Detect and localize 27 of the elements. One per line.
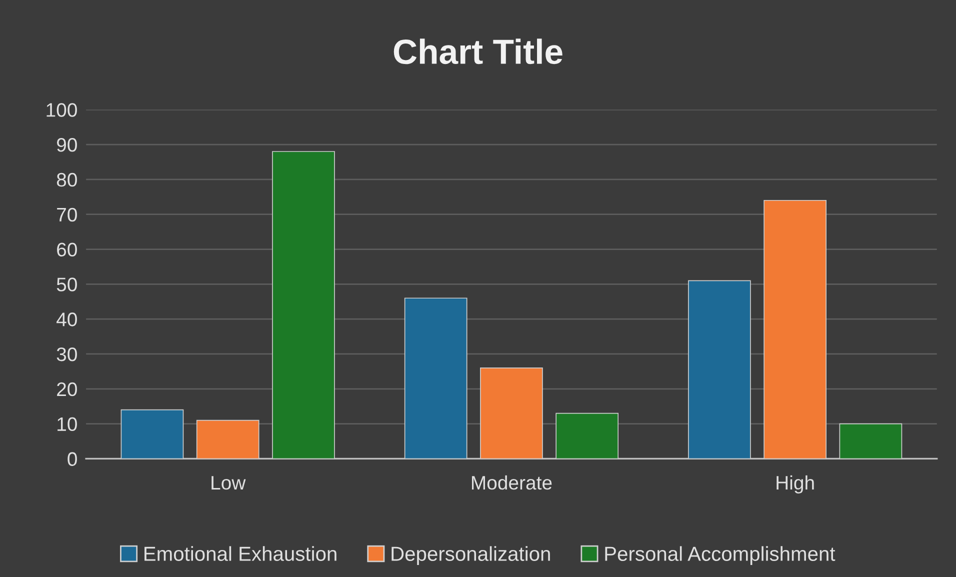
legend-label: Depersonalization: [392, 546, 550, 565]
y-tick-label: 30: [56, 347, 77, 362]
y-tick-label: 80: [56, 172, 77, 187]
y-tick-label: 50: [56, 278, 77, 292]
bar: [556, 412, 619, 459]
bar: [764, 200, 826, 459]
y-tick-label: 10: [58, 417, 77, 432]
bar: [480, 368, 543, 459]
x-tick-label: High: [776, 475, 814, 494]
y-tick-label: 60: [57, 242, 77, 256]
bar: [404, 298, 468, 459]
y-tick-label: 40: [56, 312, 77, 326]
x-tick-label: Moderate: [472, 475, 552, 490]
bar: [839, 423, 902, 459]
bar: [120, 409, 184, 459]
y-tick-label: 70: [57, 208, 77, 222]
bar: [688, 280, 751, 459]
legend-label: Emotional Exhaustion: [144, 546, 336, 561]
y-tick-label: 0: [68, 452, 77, 466]
chart-title: Chart Title: [394, 38, 562, 64]
y-tick-label: 100: [46, 103, 77, 117]
bar: [196, 420, 260, 459]
y-tick-label: 90: [56, 138, 77, 152]
y-tick-label: 20: [57, 382, 77, 396]
legend-label: Personal Accomplishment: [605, 546, 836, 565]
x-tick-label: Low: [212, 476, 246, 490]
bar: [272, 151, 335, 459]
